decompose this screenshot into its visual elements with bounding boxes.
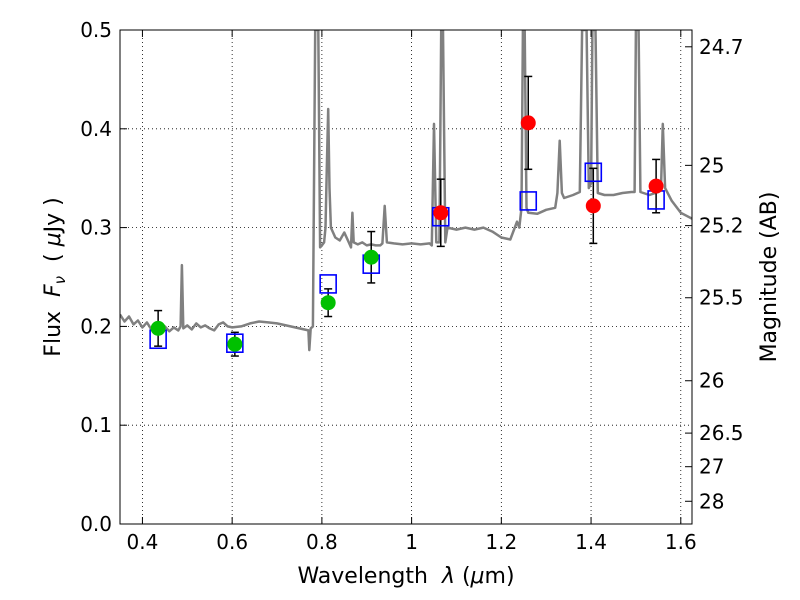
y2-tick-label: 28 bbox=[699, 489, 724, 513]
y-tick-label: 0.1 bbox=[80, 413, 112, 437]
photometry-point bbox=[648, 178, 664, 194]
y-tick-label: 0.3 bbox=[80, 216, 112, 240]
model-square-marker bbox=[319, 274, 337, 294]
y2-tick-label: 24.7 bbox=[699, 35, 744, 59]
y2-axis: 24.7 25 25.2 25.5 26 26.5 27 28 bbox=[685, 35, 744, 513]
x-tick-label: 1.2 bbox=[485, 530, 517, 554]
x-tick-label: 0.8 bbox=[306, 530, 338, 554]
spectrum-line bbox=[120, 30, 692, 352]
model-square-marker bbox=[226, 333, 244, 353]
x-axis: 0.4 0.6 0.8 1 1.2 1.4 1.6 bbox=[127, 30, 697, 554]
x-tick-label: 1 bbox=[405, 530, 418, 554]
model-square-marker bbox=[584, 162, 603, 183]
error-bars bbox=[154, 75, 661, 357]
y-axis: 0.0 0.1 0.2 0.3 0.4 0.5 bbox=[80, 18, 127, 536]
y-tick-label: 0.2 bbox=[80, 314, 112, 338]
y2-tick-label: 27 bbox=[699, 455, 724, 479]
y2-tick-label: 25 bbox=[699, 153, 724, 177]
y2-tick-label: 26 bbox=[699, 369, 724, 393]
y2-tick-label: 25.5 bbox=[699, 286, 744, 310]
y-tick-label: 0.5 bbox=[80, 18, 112, 42]
y-axis-label: Flux Fν ( μJy ) bbox=[41, 197, 69, 356]
y-tick-label: 0.4 bbox=[80, 117, 112, 141]
photometry-point bbox=[227, 336, 243, 352]
y2-tick-label: 25.2 bbox=[699, 214, 744, 238]
photometry-point bbox=[520, 115, 536, 131]
photometry-point bbox=[433, 205, 449, 221]
plot-frame bbox=[119, 29, 693, 525]
photometry-point bbox=[320, 295, 336, 311]
model-square-marker bbox=[519, 191, 538, 211]
y2-tick-label: 26.5 bbox=[699, 421, 744, 445]
photometry-points bbox=[150, 115, 664, 352]
photometry-point bbox=[585, 198, 601, 214]
photometry-point bbox=[150, 320, 166, 336]
y2-axis-label: Magnitude (AB) bbox=[757, 192, 782, 363]
x-tick-label: 0.4 bbox=[127, 530, 159, 554]
y-tick-label: 0.0 bbox=[80, 512, 112, 536]
photometry-point bbox=[363, 249, 379, 265]
x-tick-label: 1.4 bbox=[575, 530, 607, 554]
x-tick-label: 1.6 bbox=[665, 530, 697, 554]
x-tick-label: 0.6 bbox=[216, 530, 248, 554]
x-axis-label: Wavelength λ (μm) bbox=[297, 564, 514, 589]
